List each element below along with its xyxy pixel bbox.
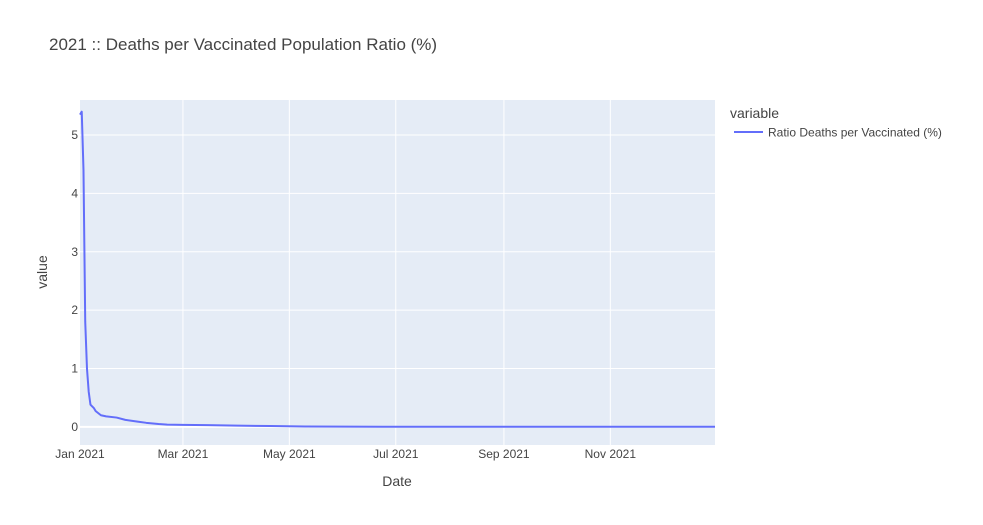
x-tick-label: Mar 2021 <box>158 447 209 461</box>
legend-label: Ratio Deaths per Vaccinated (%) <box>768 126 942 140</box>
legend: variable Ratio Deaths per Vaccinated (%) <box>730 105 942 140</box>
y-tick-label: 3 <box>71 245 78 259</box>
y-tick-label: 4 <box>71 186 78 200</box>
x-tick-label: Nov 2021 <box>585 447 637 461</box>
chart-title: 2021 :: Deaths per Vaccinated Population… <box>49 35 437 54</box>
series-line[interactable] <box>79 110 715 428</box>
x-tick-label: Jul 2021 <box>373 447 419 461</box>
x-tick-label: Jan 2021 <box>55 447 105 461</box>
x-tick-label: Sep 2021 <box>478 447 530 461</box>
y-tick-labels: 0 1 2 3 4 5 <box>71 128 78 434</box>
y-tick-label: 1 <box>71 362 78 376</box>
y-axis-title: value <box>34 255 50 289</box>
y-tick-label: 0 <box>71 420 78 434</box>
x-axis-title: Date <box>382 473 412 489</box>
legend-title: variable <box>730 105 779 121</box>
y-tick-label: 5 <box>71 128 78 142</box>
x-tick-label: May 2021 <box>263 447 316 461</box>
x-tick-labels: Jan 2021 Mar 2021 May 2021 Jul 2021 Sep 2021… <box>55 447 636 461</box>
legend-item[interactable]: Ratio Deaths per Vaccinated (%) <box>734 126 942 140</box>
series-layer <box>79 110 715 428</box>
plot-background <box>80 100 715 445</box>
y-tick-label: 2 <box>71 303 78 317</box>
